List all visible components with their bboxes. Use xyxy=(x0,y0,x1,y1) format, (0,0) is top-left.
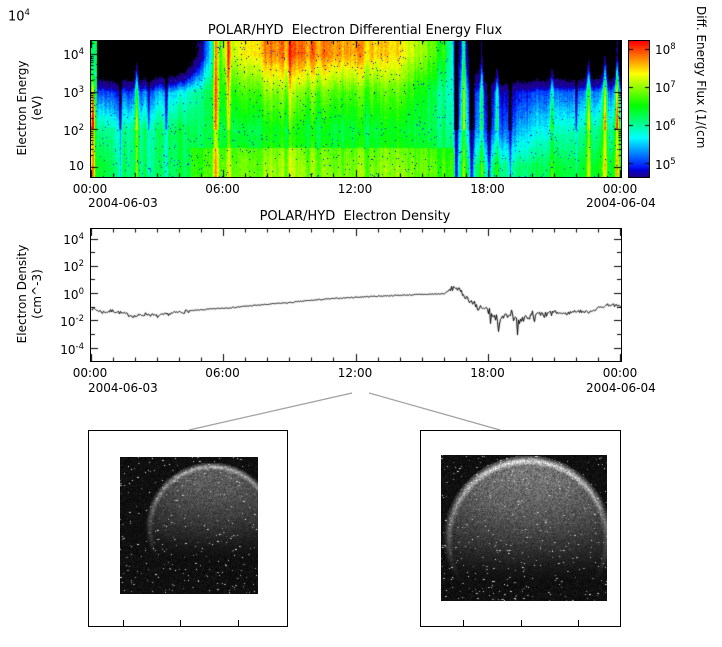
density-start-date: 2004-06-03 xyxy=(88,381,158,395)
aurora-image-right xyxy=(441,455,607,601)
density-y-axis-label-line2: (cm^-3) xyxy=(30,269,44,319)
frame-axis-tick xyxy=(180,620,181,626)
spectrogram-x-tick-label: 00:00 xyxy=(602,182,638,196)
density-x-tick-label: 00:00 xyxy=(72,366,108,380)
corner-axis-label-exponent: 4 xyxy=(24,8,30,18)
spectrogram-x-tick-label: 18:00 xyxy=(470,182,505,196)
density-y-tick-label: 102 xyxy=(63,259,84,275)
callout-line-left xyxy=(188,392,353,431)
density-y-tick-label: 10-4 xyxy=(60,341,84,357)
frame-axis-tick xyxy=(578,620,579,626)
density-end-date: 2004-06-04 xyxy=(586,381,656,395)
frame-axis-tick xyxy=(123,620,124,626)
spectrogram-x-tick-label: 06:00 xyxy=(205,182,240,196)
colorbar-tick-label: 106 xyxy=(655,118,676,134)
spectrogram-heatmap xyxy=(90,40,622,178)
spectrogram-y-tick-label: 10 xyxy=(68,158,84,173)
density-x-tick-label: 06:00 xyxy=(205,366,240,380)
spectrogram-y-tick-label: 102 xyxy=(63,122,84,138)
frame-axis-tick xyxy=(463,620,464,626)
aurora-image-left xyxy=(120,457,258,594)
aurora-frame-right xyxy=(420,430,621,627)
frame-axis-tick xyxy=(238,620,239,626)
spectrogram-x-tick-label: 12:00 xyxy=(337,182,373,196)
colorbar-label: Diff. Energy Flux (1/(cm xyxy=(694,6,708,149)
spectrogram-end-date: 2004-06-04 xyxy=(586,196,656,210)
callout-line-right xyxy=(368,392,501,431)
corner-axis-label: 104 xyxy=(8,8,30,24)
spectrogram-start-date: 2004-06-03 xyxy=(88,196,158,210)
density-plot xyxy=(90,228,622,362)
density-y-tick-label: 100 xyxy=(63,286,84,302)
colorbar xyxy=(628,40,650,178)
spectrogram-title: POLAR/HYD Electron Differential Energy F… xyxy=(207,23,503,38)
spectrogram-y-axis-label-line1: Electron Energy xyxy=(15,60,29,156)
colorbar-tick-label: 107 xyxy=(655,79,676,95)
density-y-axis-label: Electron Density (cm^-3) xyxy=(15,234,45,354)
spectrogram-x-tick-label: 00:00 xyxy=(72,182,108,196)
spectrogram-y-axis-label-line2: (eV) xyxy=(30,95,44,121)
density-x-tick-label: 00:00 xyxy=(602,366,638,380)
density-y-tick-label: 10-2 xyxy=(60,314,84,330)
density-title: POLAR/HYD Electron Density xyxy=(259,209,451,224)
spectrogram-y-tick-label: 104 xyxy=(63,47,84,63)
density-y-tick-label: 104 xyxy=(63,231,84,247)
spectrogram-y-tick-label: 103 xyxy=(63,85,84,100)
density-y-axis-label-line1: Electron Density xyxy=(15,244,29,344)
spectrogram-y-axis-label: Electron Energy (eV) xyxy=(15,48,45,168)
aurora-frame-left xyxy=(88,430,288,627)
frame-axis-tick xyxy=(521,620,522,626)
density-x-tick-label: 18:00 xyxy=(470,366,505,380)
colorbar-tick-label: 108 xyxy=(655,41,676,57)
corner-axis-label-base: 10 xyxy=(8,9,25,25)
colorbar-tick-label: 105 xyxy=(655,156,676,172)
density-x-tick-label: 12:00 xyxy=(337,366,373,380)
